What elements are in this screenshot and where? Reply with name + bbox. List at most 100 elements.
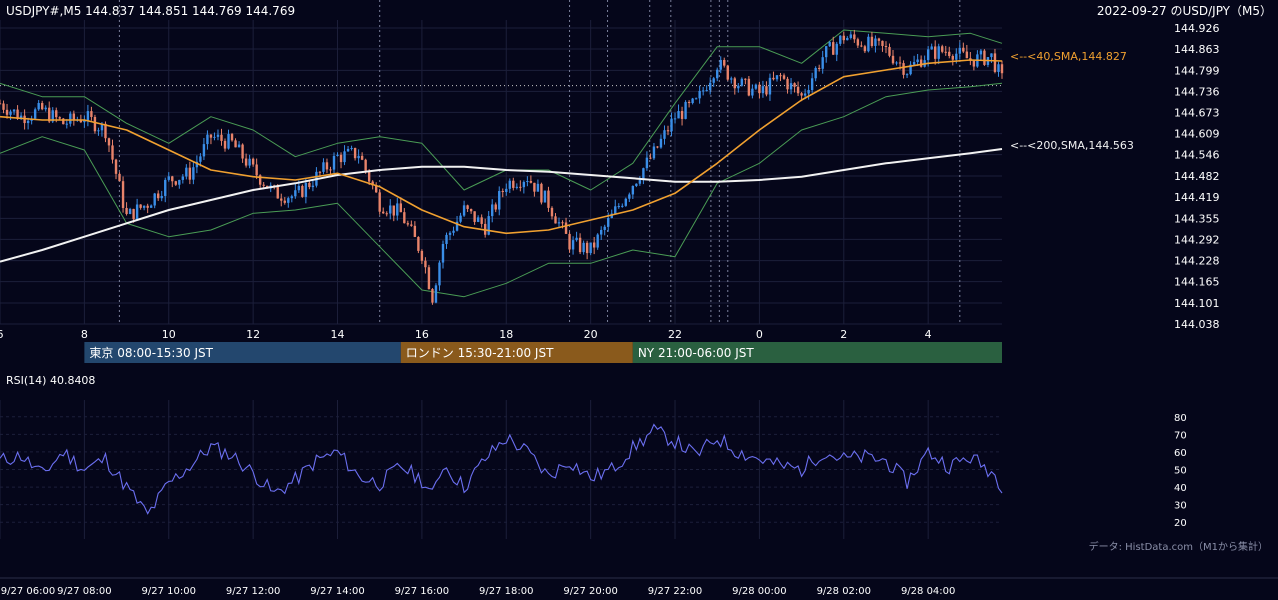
candle-body <box>941 46 944 52</box>
candle-body <box>519 186 522 188</box>
candle-body <box>364 159 367 171</box>
rsi-x-tick-label: 9/27 06:00 <box>1 586 55 597</box>
candle-body <box>803 93 807 96</box>
candle-body <box>638 180 642 184</box>
session-bars: 東京 08:00-15:30 JST ロンドン 15:30-21:00 JST NY… <box>84 342 1002 363</box>
candle-body <box>44 107 47 110</box>
candle-body <box>540 183 543 203</box>
candle-body <box>645 157 649 169</box>
rsi-x-tick-label: 9/28 00:00 <box>732 586 786 597</box>
candle-body <box>114 159 118 174</box>
candle-body <box>758 84 761 94</box>
candle-body <box>740 78 744 86</box>
candle-body <box>244 158 248 166</box>
candle-body <box>434 285 438 303</box>
candle-body <box>325 162 329 170</box>
candle-body <box>652 146 656 159</box>
candle-body <box>860 45 863 47</box>
candle-body <box>624 198 628 206</box>
candle-body <box>258 175 262 185</box>
candle-body <box>557 222 561 224</box>
candle-body <box>649 157 652 159</box>
candle-body <box>199 156 202 162</box>
candle-body <box>332 155 336 170</box>
candle-body <box>990 53 993 58</box>
candle-body <box>863 46 867 52</box>
candle-body <box>891 55 895 64</box>
candle-body <box>227 134 230 149</box>
candle-body <box>62 118 65 125</box>
candle-body <box>276 186 279 199</box>
rsi-x-tick-label: 9/27 20:00 <box>563 586 617 597</box>
price-tick-label: 144.926 <box>1174 22 1220 35</box>
candle-body <box>719 59 722 70</box>
candle-body <box>842 35 845 41</box>
candle-body <box>19 115 23 119</box>
candle-body <box>716 69 719 79</box>
candle-body <box>547 190 550 208</box>
candle-body <box>983 50 986 65</box>
sma200-line <box>0 148 1003 263</box>
candle-body <box>410 224 413 226</box>
candle-body <box>431 289 434 303</box>
candle-body <box>230 134 234 141</box>
candle-body <box>561 222 564 224</box>
candle-body <box>195 161 199 168</box>
candle-body <box>526 180 529 182</box>
candle-body <box>733 78 736 89</box>
candle-body <box>564 222 568 234</box>
candle-body <box>100 123 104 131</box>
candle-body <box>220 134 223 141</box>
candle-body <box>694 98 698 100</box>
candle-body <box>378 192 381 212</box>
session-label: ロンドン 15:30-21:00 JST <box>406 346 554 360</box>
rsi-x-tick-label: 9/27 16:00 <box>395 586 449 597</box>
candle-body <box>726 65 729 80</box>
candle-body <box>424 260 427 268</box>
candle-body <box>294 190 297 197</box>
candle-body <box>403 212 406 224</box>
candle-body <box>153 193 156 206</box>
candle-body <box>825 46 828 58</box>
session-bar <box>632 342 1002 363</box>
candle-body <box>12 109 16 112</box>
price-x-tick-label: 10 <box>162 328 176 341</box>
price-x-tick-label: 6 <box>0 328 4 341</box>
candle-body <box>339 154 343 163</box>
candle-body <box>188 167 192 180</box>
candle-body <box>241 144 244 159</box>
candle-body <box>684 101 687 119</box>
candle-body <box>789 83 793 90</box>
candle-body <box>192 167 195 180</box>
candle-body <box>877 38 881 41</box>
candle-body <box>554 216 557 224</box>
candle-body <box>459 215 462 222</box>
rsi-tick-label: 30 <box>1174 501 1187 512</box>
candle-body <box>174 181 177 185</box>
price-tick-label: 144.609 <box>1174 128 1220 141</box>
price-x-tick-label: 0 <box>756 328 763 341</box>
candle-body <box>881 40 884 46</box>
candle-body <box>209 134 213 138</box>
price-tick-label: 144.165 <box>1174 276 1220 289</box>
session-bar <box>400 342 633 363</box>
candle-body <box>118 173 121 182</box>
candle-body <box>972 60 976 67</box>
candle-body <box>821 57 824 69</box>
candle-body <box>659 138 663 148</box>
candle-body <box>139 204 142 208</box>
rsi-x-tick-label: 9/28 04:00 <box>901 586 955 597</box>
session-bar <box>84 342 401 363</box>
candle-body <box>83 120 86 123</box>
candle-body <box>202 144 206 157</box>
candle-body <box>69 113 72 124</box>
candle-body <box>501 191 504 193</box>
candle-body <box>171 176 174 182</box>
candle-body <box>905 74 909 76</box>
candle-body <box>993 53 997 72</box>
price-x-tick-label: 22 <box>668 328 682 341</box>
candle-body <box>234 140 237 148</box>
rsi-tick-label: 50 <box>1174 466 1187 477</box>
candle-body <box>533 182 536 192</box>
